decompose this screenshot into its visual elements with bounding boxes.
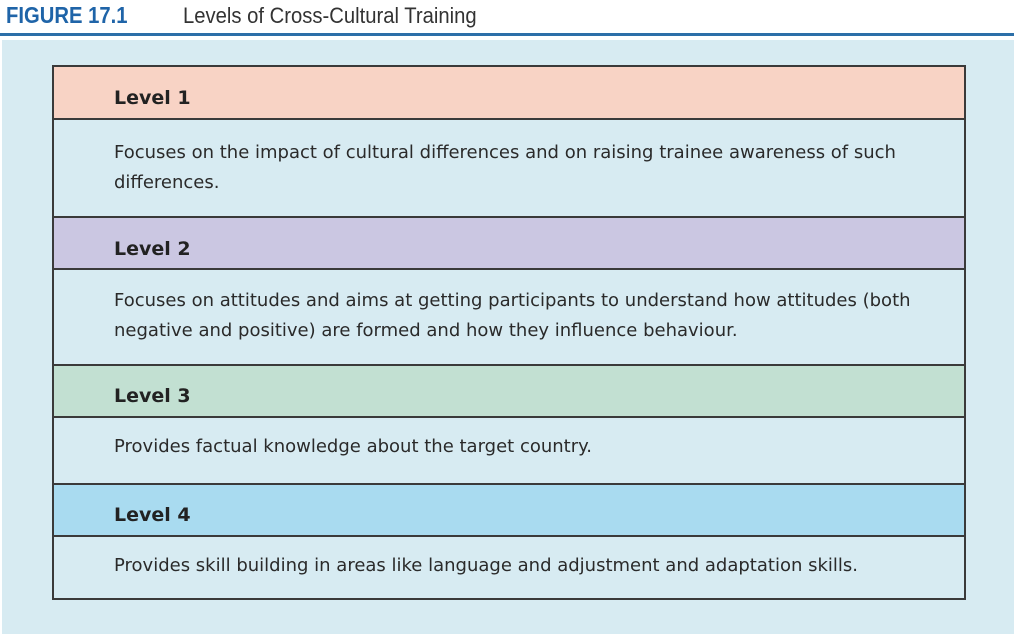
level-3-header: Level 3 xyxy=(54,366,964,418)
figure-title: Levels of Cross-Cultural Training xyxy=(183,3,477,28)
level-4-description-row: Provides skill building in areas like la… xyxy=(54,537,964,598)
level-3-description: Provides factual knowledge about the tar… xyxy=(114,436,592,457)
level-3-label: Level 3 xyxy=(114,385,191,407)
level-1-description-row: Focuses on the impact of cultural differ… xyxy=(54,120,964,218)
level-1-header: Level 1 xyxy=(54,67,964,120)
level-4-label: Level 4 xyxy=(114,504,191,526)
level-1-label: Level 1 xyxy=(114,87,191,109)
level-4-description: Provides skill building in areas like la… xyxy=(114,555,859,576)
level-2-header: Level 2 xyxy=(54,218,964,270)
level-4-header: Level 4 xyxy=(54,485,964,537)
level-2-description: Focuses on attitudes and aims at getting… xyxy=(114,290,911,341)
figure-panel: Level 1 Focuses on the impact of cultura… xyxy=(2,40,1014,634)
level-2-description-row: Focuses on attitudes and aims at getting… xyxy=(54,270,964,366)
level-1-description: Focuses on the impact of cultural differ… xyxy=(114,142,896,193)
level-3-description-row: Provides factual knowledge about the tar… xyxy=(54,418,964,485)
figure-header: FIGURE 17.1 Levels of Cross-Cultural Tra… xyxy=(0,0,1014,36)
level-2-label: Level 2 xyxy=(114,238,191,260)
figure-number: FIGURE 17.1 xyxy=(6,2,128,28)
levels-table: Level 1 Focuses on the impact of cultura… xyxy=(52,65,966,600)
